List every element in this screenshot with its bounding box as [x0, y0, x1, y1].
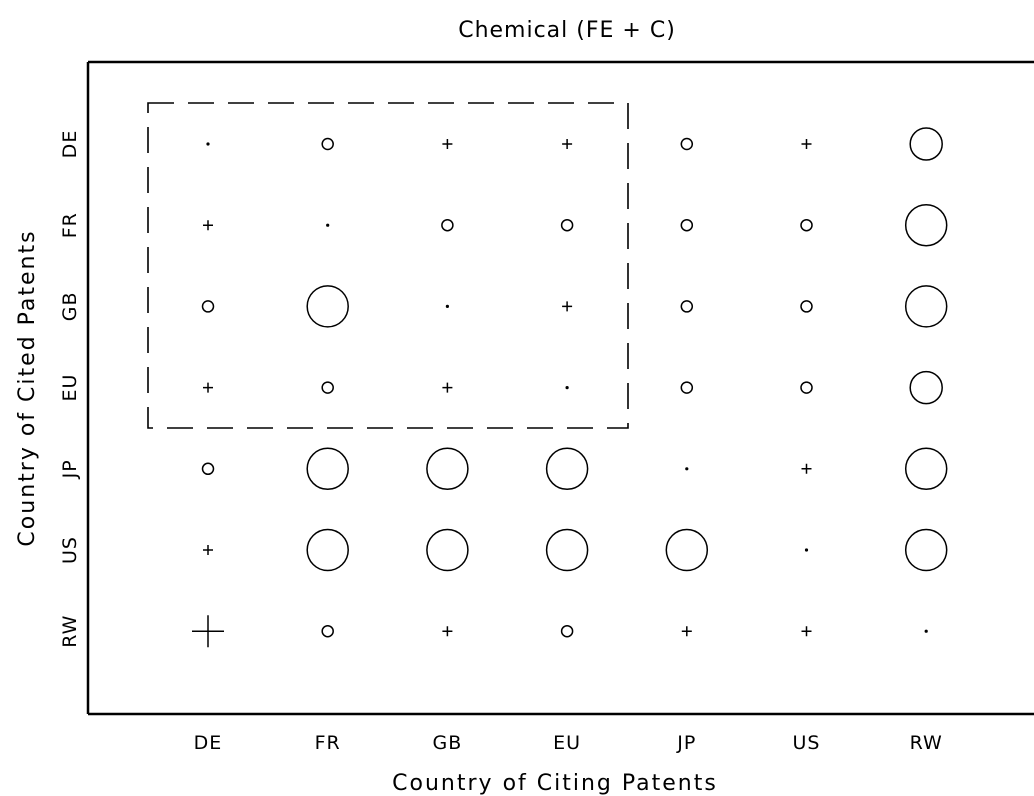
marker-rw-fr	[904, 203, 948, 247]
marker-jp-de	[680, 137, 694, 151]
marker-jp-gb	[680, 300, 694, 313]
x-axis-title: Country of Citing Patents	[392, 771, 718, 796]
marker-fr-de	[321, 137, 334, 151]
marker-rw-us	[904, 528, 948, 572]
y-axis-title: Country of Cited Patents	[15, 229, 40, 546]
marker-us-gb	[800, 300, 813, 313]
marker-jp-eu	[680, 381, 694, 394]
marker-gb-fr	[441, 218, 454, 232]
marker-jp-rw	[681, 626, 692, 637]
marker-de-de	[206, 142, 210, 146]
marker-de-rw	[192, 615, 224, 648]
x-tick-jp: JP	[676, 732, 696, 754]
marker-fr-rw	[321, 624, 334, 638]
marker-eu-jp	[545, 447, 589, 491]
y-tick-us: US	[59, 536, 81, 564]
marker-jp-jp	[685, 467, 689, 471]
marker-gb-rw	[442, 626, 453, 637]
marker-de-jp	[201, 462, 215, 476]
highlight-region	[147, 102, 629, 429]
x-tick-rw: RW	[910, 732, 943, 754]
marker-jp-fr	[680, 218, 694, 232]
x-tick-eu: EU	[553, 732, 581, 754]
x-tick-fr: FR	[315, 732, 341, 754]
marker-us-fr	[800, 218, 813, 232]
marker-eu-de	[562, 139, 573, 149]
y-tick-rw: RW	[59, 615, 81, 648]
marker-fr-eu	[321, 381, 334, 394]
y-tick-jp: JP	[59, 459, 81, 479]
marker-eu-eu	[565, 386, 569, 390]
marker-us-de	[801, 139, 812, 149]
marker-fr-jp	[306, 447, 349, 491]
chart-title: Chemical (FE + C)	[458, 18, 676, 43]
marker-rw-eu	[909, 370, 943, 405]
y-tick-gb: GB	[59, 292, 81, 322]
marker-gb-gb	[445, 304, 449, 308]
marker-fr-us	[306, 528, 349, 572]
x-tick-labels: DE FR GB EU JP US RW	[194, 732, 943, 754]
y-tick-fr: FR	[59, 212, 81, 238]
marker-eu-rw	[560, 624, 574, 638]
marker-fr-fr	[326, 223, 330, 227]
marker-us-us	[804, 548, 809, 552]
marker-us-jp	[801, 463, 812, 474]
marker-gb-jp	[426, 447, 469, 491]
marker-eu-us	[545, 528, 589, 572]
y-tick-de: DE	[59, 130, 81, 159]
marker-de-eu	[203, 382, 213, 393]
marker-de-fr	[203, 220, 213, 231]
x-tick-de: DE	[194, 732, 223, 754]
marker-jp-us	[665, 528, 709, 572]
marker-rw-gb	[904, 285, 948, 328]
x-tick-gb: GB	[433, 732, 463, 754]
marker-us-eu	[800, 381, 813, 394]
marker-de-gb	[201, 300, 215, 313]
marker-de-us	[203, 545, 213, 555]
y-tick-labels: DE FR GB EU JP US RW	[59, 130, 81, 648]
marker-eu-gb	[562, 301, 573, 312]
marker-fr-gb	[306, 285, 349, 328]
marker-eu-fr	[560, 218, 574, 232]
marker-rw-de	[909, 127, 943, 161]
x-tick-us: US	[793, 732, 821, 754]
plot-frame	[86, 60, 1034, 716]
marker-us-rw	[801, 626, 812, 637]
marker-rw-jp	[904, 447, 948, 491]
marker-rw-rw	[924, 629, 928, 633]
marker-gb-us	[426, 528, 469, 572]
y-tick-eu: EU	[59, 374, 81, 402]
marker-gb-de	[442, 139, 453, 149]
markers	[192, 127, 948, 648]
marker-gb-eu	[442, 382, 453, 393]
